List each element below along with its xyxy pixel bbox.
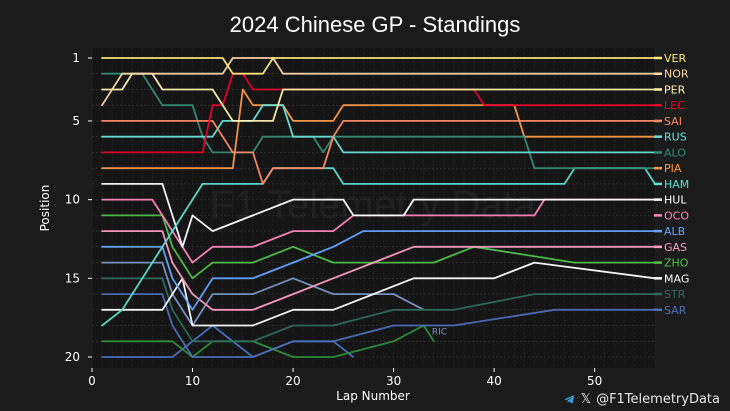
series-line-pia [101, 88, 656, 170]
legend-label-ham: HAM [664, 178, 689, 191]
annotation-label: RIC [432, 327, 447, 337]
legend-label-nor: NOR [664, 68, 689, 81]
x-icon: 𝕏 [580, 392, 592, 407]
legend-label-hul: HUL [664, 194, 687, 207]
credit-footer: 𝕏 @F1TelemetryData [563, 392, 720, 407]
x-tick-label: 30 [386, 374, 401, 388]
series-lines [101, 57, 656, 358]
legend-label-str: STR [664, 288, 686, 301]
series-line-per [101, 72, 656, 122]
legend-label-alo: ALO [664, 146, 686, 159]
series-line-sai [101, 120, 656, 185]
series-line-oco [101, 198, 656, 264]
y-tick-label: 1 [72, 51, 80, 65]
series-line-alb [101, 230, 656, 311]
y-tick-label: 5 [72, 114, 80, 128]
y-tick-label: 15 [65, 271, 80, 285]
series-line-str [101, 277, 656, 343]
legend-label-ver: VER [664, 52, 686, 65]
x-tick-label: 0 [88, 374, 96, 388]
x-tick-label: 40 [487, 374, 502, 388]
legend-label-lec: LEC [664, 99, 685, 112]
telegram-icon [563, 395, 574, 404]
y-axis-label: Position [38, 185, 52, 232]
x-tick-label: 50 [587, 374, 602, 388]
legend-label-mag: MAG [664, 272, 689, 285]
legend-label-pia: PIA [664, 162, 682, 175]
series-line-gas [101, 230, 656, 311]
legend-label-oco: OCO [664, 209, 689, 222]
y-tick-label: 20 [65, 350, 80, 364]
chart-title: 2024 Chinese GP - Standings [230, 12, 521, 37]
legend-label-zho: ZHO [664, 257, 689, 270]
legend-label-per: PER [664, 83, 686, 96]
series-line-hul [101, 182, 656, 248]
legend-label-sai: SAI [664, 115, 682, 128]
annotations: RIC [432, 327, 447, 337]
series-line-sar [101, 293, 656, 358]
legend-label-sar: SAR [664, 304, 687, 317]
y-tick-label: 10 [65, 193, 80, 207]
x-tick-label: 10 [185, 374, 200, 388]
legend-label-gas: GAS [664, 241, 687, 254]
credit-handle: @F1TelemetryData [596, 392, 720, 407]
x-axis-label: Lap Number [336, 389, 410, 403]
x-tick-label: 20 [285, 374, 300, 388]
legend-label-alb: ALB [664, 225, 685, 238]
series-line-ric [101, 261, 425, 327]
series-line-ver [101, 57, 656, 75]
legend-label-rus: RUS [664, 131, 687, 144]
legend: VER NOR PER LEC SAI RUS ALO PIA HAM HUL OCO ALB GAS Z… [654, 52, 689, 317]
